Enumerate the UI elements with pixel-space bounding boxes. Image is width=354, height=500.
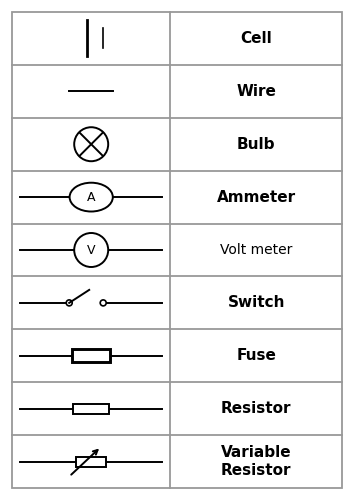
Ellipse shape bbox=[70, 182, 113, 212]
Text: Ammeter: Ammeter bbox=[217, 190, 296, 204]
Text: Resistor: Resistor bbox=[221, 401, 291, 416]
Text: V: V bbox=[87, 244, 96, 256]
Circle shape bbox=[100, 300, 106, 306]
Text: Variable
Resistor: Variable Resistor bbox=[221, 446, 291, 478]
Bar bbox=[72, 350, 110, 362]
Bar bbox=[73, 404, 109, 413]
Text: Bulb: Bulb bbox=[237, 136, 275, 152]
Circle shape bbox=[74, 127, 108, 161]
Circle shape bbox=[66, 300, 72, 306]
Text: Volt meter: Volt meter bbox=[220, 243, 292, 257]
Text: Switch: Switch bbox=[228, 296, 285, 310]
Text: Wire: Wire bbox=[236, 84, 276, 99]
Text: Cell: Cell bbox=[240, 31, 272, 46]
Text: Fuse: Fuse bbox=[236, 348, 276, 364]
Circle shape bbox=[74, 233, 108, 267]
Bar bbox=[76, 456, 106, 466]
Text: A: A bbox=[87, 190, 96, 203]
